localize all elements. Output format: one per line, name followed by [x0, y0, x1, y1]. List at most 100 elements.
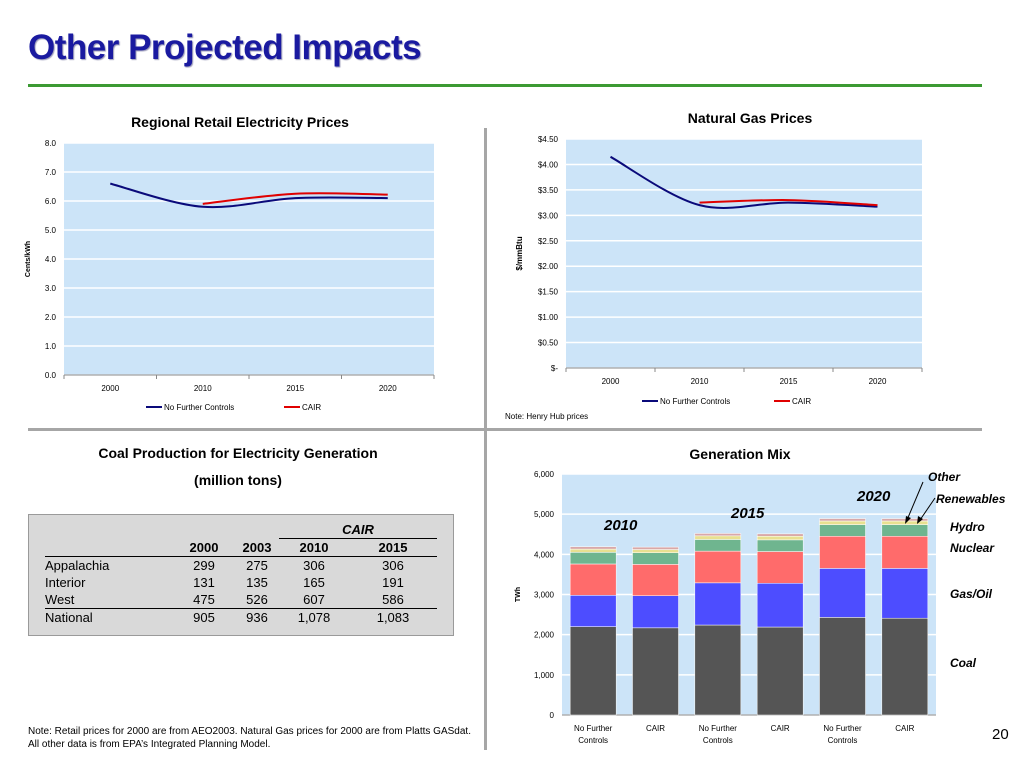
x-tick-label: CAIR: [771, 724, 790, 733]
y-tick-label: 3,000: [534, 591, 555, 600]
coal-table-title-line2: (million tons): [194, 472, 282, 488]
bar-segment-hydro: [632, 552, 679, 565]
x-tick-label: CAIR: [646, 724, 665, 733]
col-header: 2003: [235, 538, 279, 557]
table-row: Interior 131 135 165 191: [45, 574, 437, 591]
bar-segment-nuclear: [694, 550, 742, 584]
table-cell: 275: [246, 558, 268, 573]
y-tick-label: 6.0: [45, 197, 57, 206]
retail-chart-title: Regional Retail Electricity Prices: [131, 114, 349, 130]
vertical-divider: [484, 128, 487, 750]
retail-price-chart: 0.0 1.0 2.0 3.0 4.0 5.0 6.0 7.0 8.0 2000 2010 2015 2…: [25, 139, 435, 412]
coal-table-panel: CAIR 2000 2003 2010 2015 Appalachia 299 …: [28, 514, 454, 636]
x-tick-label: 2015: [780, 377, 798, 386]
col-header: 2010: [279, 538, 349, 557]
bar-segment-other: [569, 546, 617, 550]
genmix-chart-title: Generation Mix: [689, 446, 791, 462]
bar-segment-renewables: [819, 520, 866, 525]
year-label-2020: 2020: [857, 488, 891, 505]
table-cell: 586: [382, 592, 404, 607]
row-label: West: [45, 592, 75, 607]
y-tick-label: 0: [550, 711, 555, 720]
x-tick-label: 2020: [869, 377, 887, 386]
table-cell: 1,083: [349, 608, 437, 626]
bar-segment-gas-oil: [632, 595, 679, 629]
series-line-no-further-controls: [610, 155, 878, 209]
legend-label-gas-oil: Gas/Oil: [950, 587, 993, 601]
y-tick-label: 2.0: [45, 313, 57, 322]
row-label: Appalachia: [45, 558, 110, 573]
legend-label-hydro: Hydro: [950, 520, 985, 534]
y-tick-label: 3.0: [45, 284, 57, 293]
bar-segment-other: [632, 546, 679, 550]
coal-production-table: CAIR 2000 2003 2010 2015 Appalachia 299 …: [45, 521, 437, 626]
year-label-2010: 2010: [604, 517, 638, 534]
legend-label: No Further Controls: [164, 403, 234, 412]
bar-segment-hydro: [819, 524, 866, 537]
y-tick-label: 5.0: [45, 226, 57, 235]
bar-segment-nuclear: [881, 536, 929, 569]
legend-label-coal: Coal: [950, 656, 977, 670]
bar-segment-gas-oil: [694, 582, 742, 626]
chart-note: Note: Henry Hub prices: [505, 412, 588, 421]
bar-segment-coal: [694, 624, 742, 716]
bar-segment-coal: [632, 627, 679, 716]
y-tick-label: $2.50: [538, 237, 559, 246]
gas-chart-title: Natural Gas Prices: [687, 110, 813, 126]
x-tick-label: 2000: [602, 377, 620, 386]
plot-area: [566, 139, 922, 368]
x-tick-label: 2020: [379, 384, 397, 393]
bar-segment-other: [756, 533, 804, 537]
legend-label-nuclear: Nuclear: [950, 541, 995, 555]
title-rule: [28, 84, 982, 87]
bar-segment-nuclear: [819, 536, 866, 569]
row-label: Interior: [45, 575, 86, 590]
x-tick-label: No Further: [823, 724, 862, 733]
legend-label: CAIR: [792, 397, 811, 406]
y-tick-label: 1.0: [45, 342, 57, 351]
x-tick-label: 2000: [101, 384, 119, 393]
x-tick-label: No Further: [574, 724, 613, 733]
year-label-2015: 2015: [731, 505, 765, 522]
x-tick-label: 2015: [286, 384, 304, 393]
y-tick-label: 7.0: [45, 168, 57, 177]
table-cell: 135: [246, 575, 268, 590]
y-axis-title: TWh: [515, 587, 522, 602]
y-tick-label: $3.00: [538, 211, 559, 220]
table-cell: 526: [246, 592, 268, 607]
bar-segment-nuclear: [569, 563, 617, 596]
bar-segment-gas-oil: [881, 568, 929, 619]
bar-segment-renewables: [569, 548, 617, 553]
y-axis-title: Cents/kWh: [25, 241, 32, 277]
table-row: Appalachia 299 275 306 306: [45, 557, 437, 575]
bar-segment-hydro: [694, 539, 742, 552]
y-tick-label: 4.0: [45, 255, 57, 264]
bar-segment-coal: [569, 626, 617, 716]
cair-group-header: CAIR: [279, 521, 437, 539]
bar-segment-coal: [819, 617, 866, 716]
y-tick-label: $1.50: [538, 288, 559, 297]
bar-segment-other: [694, 533, 742, 537]
y-axis-title: $/mmBtu: [515, 236, 524, 270]
x-tick-label: No Further: [699, 724, 738, 733]
table-row: National 905 936 1,078 1,083: [45, 608, 437, 626]
row-label: National: [45, 608, 173, 626]
bar-segment-nuclear: [632, 564, 679, 596]
gas-price-chart: $- $0.50 $1.00 $1.50 $2.00 $2.50 $3.00 $3.50 $4.…: [505, 135, 923, 421]
series-line-cair: [202, 192, 388, 205]
table-cell: 1,078: [279, 608, 349, 626]
bar-segment-gas-oil: [569, 595, 617, 627]
x-tick-label: CAIR: [895, 724, 914, 733]
page-number: 20: [992, 726, 1009, 743]
table-cell: 131: [193, 575, 215, 590]
legend-label-other: Other: [928, 470, 961, 484]
table-cell: 306: [382, 558, 404, 573]
legend-label-renewables: Renewables: [936, 492, 1006, 506]
x-tick-label: Controls: [828, 736, 858, 745]
y-tick-label: 2,000: [534, 631, 555, 640]
bar-segment-gas-oil: [756, 583, 804, 628]
page-title: Other Projected Impacts: [28, 28, 422, 67]
x-tick-label: Controls: [703, 736, 733, 745]
bar-segment-gas-oil: [819, 568, 866, 618]
bar-segment-renewables: [632, 549, 679, 553]
